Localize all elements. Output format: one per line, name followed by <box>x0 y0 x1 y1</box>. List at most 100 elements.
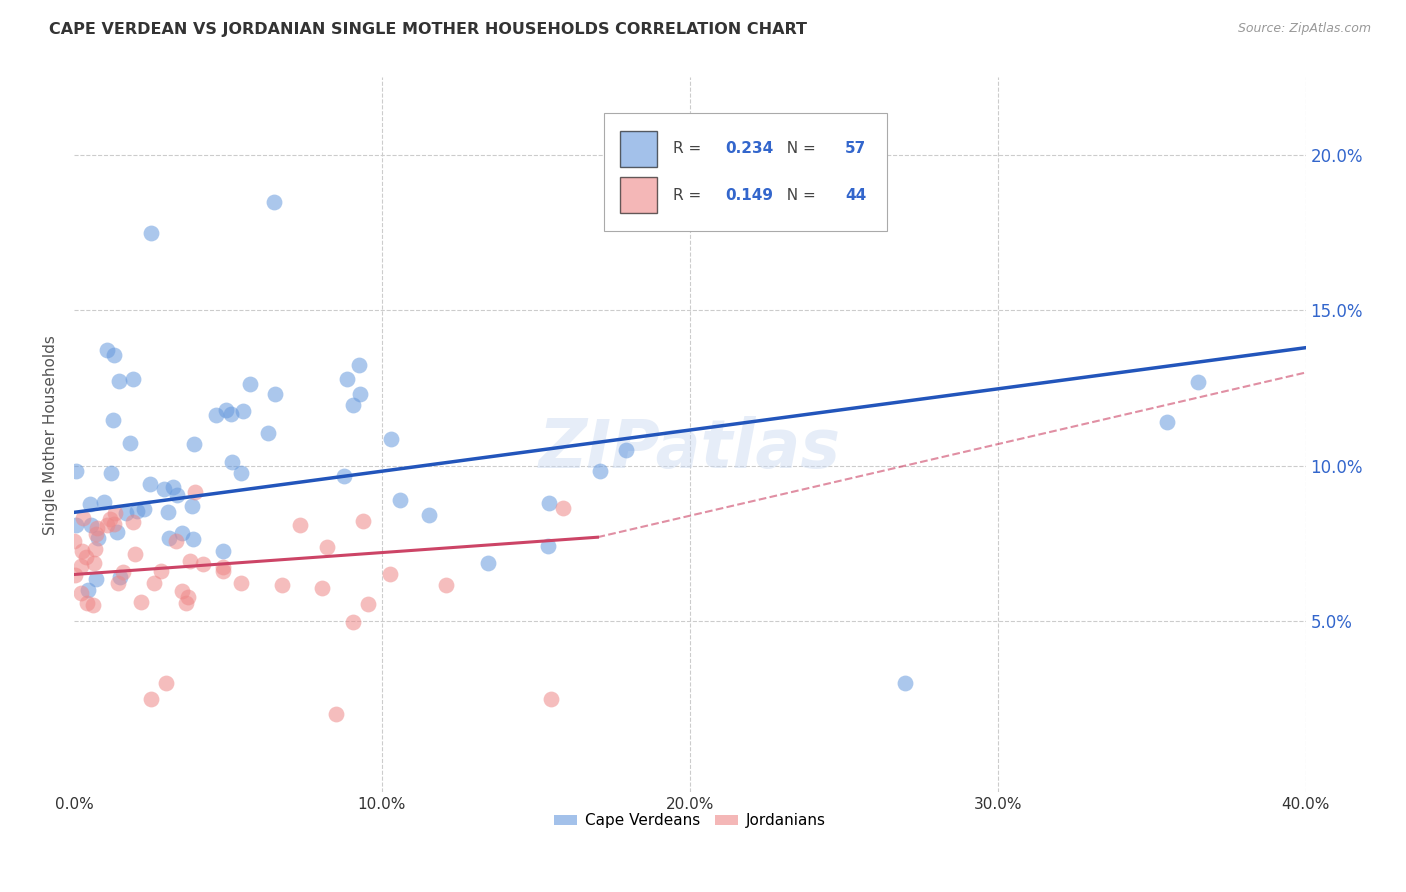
Point <box>103 517 125 532</box>
Point <box>263 194 285 209</box>
Point <box>170 583 193 598</box>
Point <box>219 407 242 421</box>
Point <box>76 596 98 610</box>
Text: 57: 57 <box>845 142 866 156</box>
Point <box>86 526 108 541</box>
Point <box>143 576 166 591</box>
Point <box>65 464 87 478</box>
Point <box>174 596 197 610</box>
Point <box>93 495 115 509</box>
Point <box>215 402 238 417</box>
Text: N =: N = <box>778 188 821 202</box>
Point <box>86 572 108 586</box>
Point <box>257 426 280 441</box>
Point <box>107 576 129 591</box>
Point <box>79 517 101 532</box>
Point <box>83 541 105 556</box>
Point <box>79 496 101 510</box>
Point <box>65 518 87 533</box>
Point <box>87 532 110 546</box>
Point <box>1187 375 1209 389</box>
Point <box>211 560 233 574</box>
Point <box>232 403 254 417</box>
Point <box>72 511 94 525</box>
Point <box>82 598 104 612</box>
Point <box>181 532 204 546</box>
Point <box>118 435 141 450</box>
Point <box>380 432 402 446</box>
Point <box>122 372 145 386</box>
Point <box>155 676 177 690</box>
Point <box>179 554 201 568</box>
Point <box>205 408 228 422</box>
Point <box>139 691 162 706</box>
Point <box>63 533 86 548</box>
Point <box>325 707 347 722</box>
Text: 44: 44 <box>845 188 866 202</box>
Point <box>352 514 374 528</box>
Point <box>127 504 149 518</box>
Point <box>83 556 105 570</box>
Point <box>153 483 176 497</box>
FancyBboxPatch shape <box>620 178 657 213</box>
Point <box>342 398 364 412</box>
Point <box>150 564 173 578</box>
Point <box>166 487 188 501</box>
Point <box>389 493 412 508</box>
Point <box>131 595 153 609</box>
Point <box>614 443 637 458</box>
Text: ZIPatlas: ZIPatlas <box>538 416 841 482</box>
Point <box>75 549 97 564</box>
Point <box>357 597 380 611</box>
FancyBboxPatch shape <box>603 113 887 231</box>
Point <box>114 506 136 520</box>
Point <box>72 543 94 558</box>
Point <box>537 496 560 510</box>
Point <box>177 590 200 604</box>
Point <box>86 521 108 535</box>
Point <box>349 387 371 401</box>
Point <box>162 480 184 494</box>
Point <box>212 564 235 578</box>
Point <box>101 413 124 427</box>
Point <box>124 547 146 561</box>
Point <box>229 576 252 591</box>
Point <box>159 531 181 545</box>
Point <box>103 348 125 362</box>
Point <box>434 578 457 592</box>
Point <box>477 557 499 571</box>
Point <box>183 436 205 450</box>
Point <box>132 501 155 516</box>
Point <box>540 691 562 706</box>
Point <box>165 533 187 548</box>
Point <box>231 466 253 480</box>
Text: Source: ZipAtlas.com: Source: ZipAtlas.com <box>1237 22 1371 36</box>
Point <box>342 615 364 629</box>
Point <box>894 676 917 690</box>
Point <box>96 517 118 532</box>
Point <box>100 466 122 480</box>
Text: CAPE VERDEAN VS JORDANIAN SINGLE MOTHER HOUSEHOLDS CORRELATION CHART: CAPE VERDEAN VS JORDANIAN SINGLE MOTHER … <box>49 22 807 37</box>
Y-axis label: Single Mother Households: Single Mother Households <box>44 334 58 534</box>
Point <box>349 358 371 372</box>
Point <box>104 506 127 520</box>
Point <box>589 464 612 478</box>
Point <box>110 570 132 584</box>
Point <box>263 386 285 401</box>
Text: 0.234: 0.234 <box>725 142 773 156</box>
Point <box>69 558 91 573</box>
Point <box>336 372 359 386</box>
Point <box>380 566 402 581</box>
Point <box>316 541 339 555</box>
Point <box>111 565 134 579</box>
Point <box>105 524 128 539</box>
Point <box>211 544 233 558</box>
Point <box>122 515 145 529</box>
Legend: Cape Verdeans, Jordanians: Cape Verdeans, Jordanians <box>548 807 832 834</box>
Point <box>270 577 292 591</box>
Text: N =: N = <box>778 142 821 156</box>
Point <box>180 499 202 513</box>
Point <box>70 586 93 600</box>
Point <box>63 567 86 582</box>
Point <box>184 485 207 500</box>
